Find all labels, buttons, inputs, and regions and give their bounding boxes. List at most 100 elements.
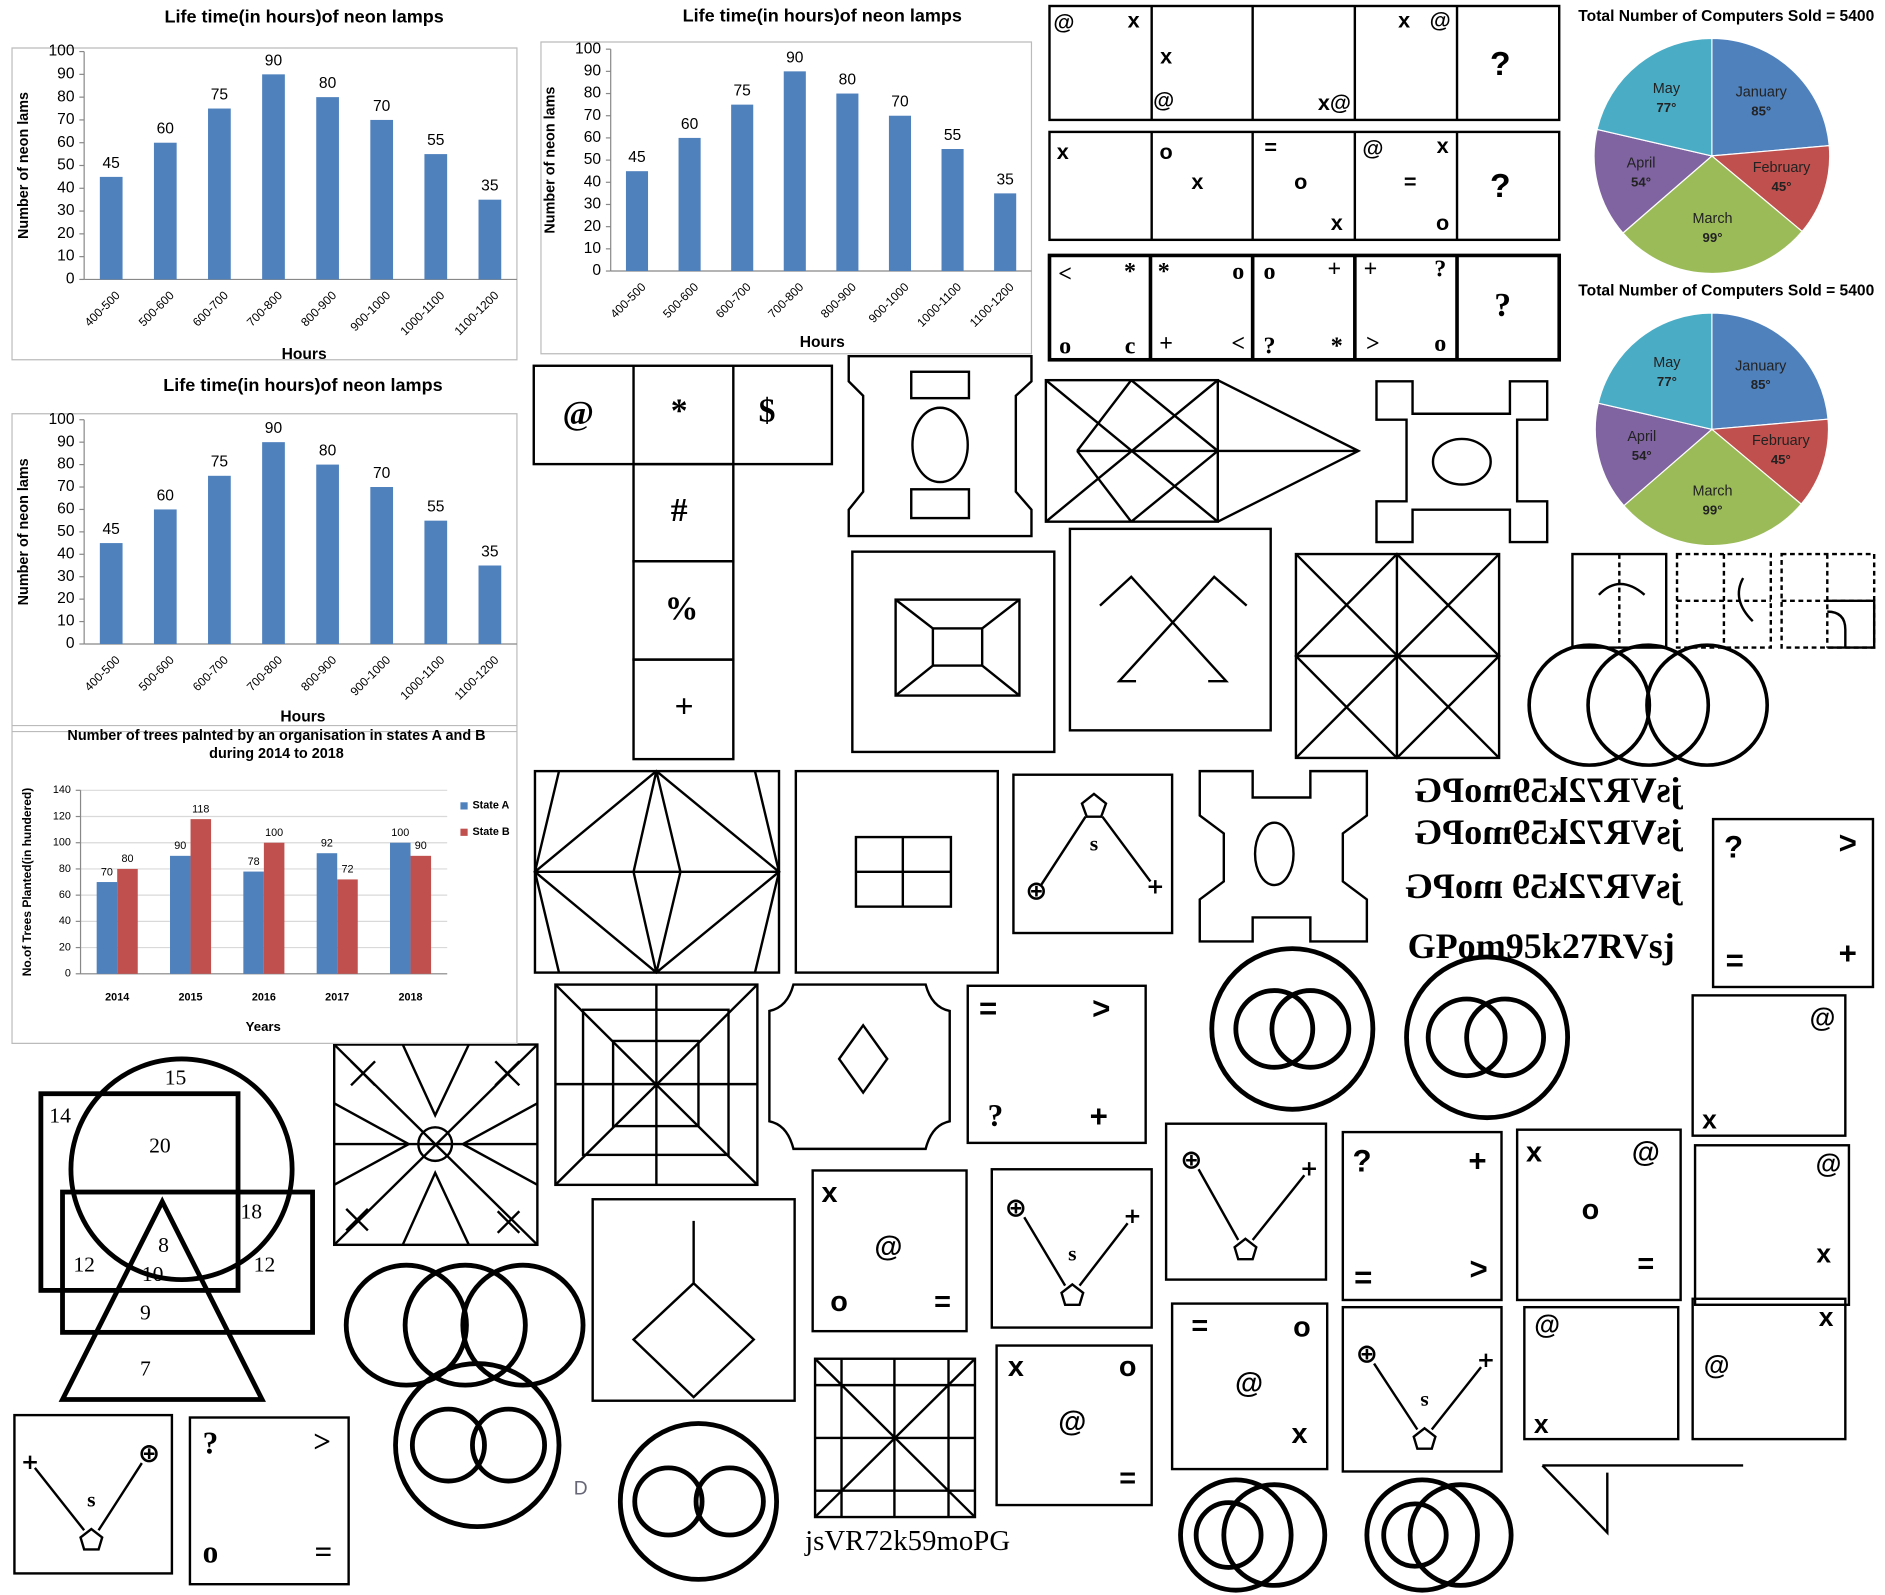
figure-symbol: @ <box>1058 1406 1086 1438</box>
data-label: 80 <box>319 443 337 460</box>
data-label: 90 <box>415 840 427 852</box>
figure-symbol: x <box>1526 1136 1542 1168</box>
figure-outline <box>1375 380 1549 544</box>
bar <box>370 487 394 644</box>
bar <box>96 882 118 974</box>
y-tick-label: 20 <box>57 225 75 242</box>
slice-value: 99° <box>1703 230 1723 245</box>
figure-group <box>343 1262 586 1388</box>
figure-symbol: s <box>87 1487 95 1511</box>
figure-symbol: = <box>1191 1310 1208 1342</box>
figure-symbol: < <box>1231 331 1245 357</box>
figure-symbol: @ <box>1362 136 1383 161</box>
x-tick-label: 900-1000 <box>347 288 393 334</box>
figure-outline <box>393 1361 562 1530</box>
slice-value: 99° <box>1703 503 1723 518</box>
data-label: 55 <box>427 499 445 516</box>
figure-outline <box>632 365 735 465</box>
figure-outline <box>1045 379 1362 523</box>
figure-symbol: = <box>1404 169 1417 194</box>
data-label: 70 <box>891 94 909 111</box>
y-tick-label: 80 <box>584 85 602 102</box>
figure-outline <box>910 488 971 520</box>
y-tick-label: 100 <box>48 411 74 428</box>
figure-symbol: @ <box>1632 1136 1660 1168</box>
figure-outline <box>1691 1297 1847 1441</box>
bar <box>170 855 191 974</box>
figure-symbol: + <box>674 689 693 726</box>
figure-symbol: 7 <box>140 1357 151 1381</box>
figure-symbol: ⊕ <box>1356 1339 1378 1370</box>
x-tick-label: 2015 <box>179 992 203 1004</box>
figure-symbol: s <box>1068 1242 1076 1266</box>
figure-symbol: jsVR72k59moPG <box>1414 812 1683 852</box>
figure-outline <box>1178 1477 1294 1593</box>
figure-outline <box>79 1527 104 1551</box>
y-tick-label: 80 <box>59 863 71 875</box>
figure-symbol: = <box>1726 943 1744 978</box>
figure-symbol: o <box>1294 169 1307 194</box>
data-label: 78 <box>248 856 260 868</box>
x-axis-label: Hours <box>280 708 325 725</box>
figure-symbol: + <box>1364 257 1378 283</box>
figure-outline <box>847 354 1033 538</box>
y-tick-label: 70 <box>57 111 75 128</box>
y-tick-label: 60 <box>57 134 75 151</box>
bar <box>262 74 285 280</box>
data-label: 72 <box>341 864 353 876</box>
figure-symbol: * <box>1158 259 1170 285</box>
chart-title: Life time(in hours)of neon lamps <box>683 6 962 26</box>
figure-symbol: + <box>1328 257 1342 283</box>
bar <box>731 104 754 272</box>
figure-outline <box>1645 643 1769 767</box>
slice-label: March <box>1693 211 1733 227</box>
bar <box>941 149 964 272</box>
bar <box>153 142 177 280</box>
figure-symbol: o <box>1582 1194 1600 1226</box>
pie-slice <box>1711 312 1829 430</box>
slice-value: 85° <box>1751 377 1771 392</box>
pie-slice <box>1622 155 1803 274</box>
figure-outline <box>1404 954 1571 1121</box>
figure-outline <box>11 41 1033 1044</box>
figure-outline <box>894 598 1021 697</box>
x-tick-label: 1100-1200 <box>452 653 502 703</box>
slice-label: April <box>1627 156 1656 172</box>
figure-symbol: GPom95k27RVsj <box>1408 926 1675 966</box>
figure-symbol: jsVR72k59moPG <box>1414 770 1683 810</box>
x-tick-label: 2018 <box>399 992 423 1004</box>
y-axis-label: Number of neon lams <box>16 458 32 605</box>
figure-symbol: jsVR72k59 moPG <box>1405 866 1683 906</box>
figure-outline <box>632 658 735 761</box>
figure-symbol: @ <box>1816 1149 1842 1179</box>
figure-symbol: = <box>934 1286 951 1318</box>
bar <box>153 509 177 644</box>
figure-outline <box>1047 253 1562 362</box>
figure-outline <box>1464 996 1546 1079</box>
figure-group <box>11 41 1033 1044</box>
y-tick-label: 10 <box>57 248 75 265</box>
data-label: 118 <box>192 803 209 815</box>
figure-symbol: x <box>1816 1239 1831 1269</box>
bar <box>243 871 264 974</box>
figure-outline <box>617 1421 780 1582</box>
figure-outline <box>1515 1128 1682 1302</box>
figure-symbol: # <box>671 492 688 529</box>
figure-outline <box>58 1196 266 1402</box>
figure-symbol: x <box>1292 1418 1308 1450</box>
figure-outline <box>1197 1168 1306 1241</box>
bar <box>888 115 912 272</box>
data-label: 35 <box>481 178 499 195</box>
bar <box>262 442 285 644</box>
bar <box>208 108 231 280</box>
figure-symbol: ⊕ <box>1180 1144 1202 1175</box>
slice-label: April <box>1627 429 1656 445</box>
figure-symbol: > <box>1092 991 1110 1026</box>
figure-outline <box>533 769 781 975</box>
figure-outline <box>1080 792 1108 818</box>
y-tick-label: 30 <box>57 202 75 219</box>
figure-symbol: = <box>979 991 997 1026</box>
figure-outline <box>1060 1282 1085 1306</box>
